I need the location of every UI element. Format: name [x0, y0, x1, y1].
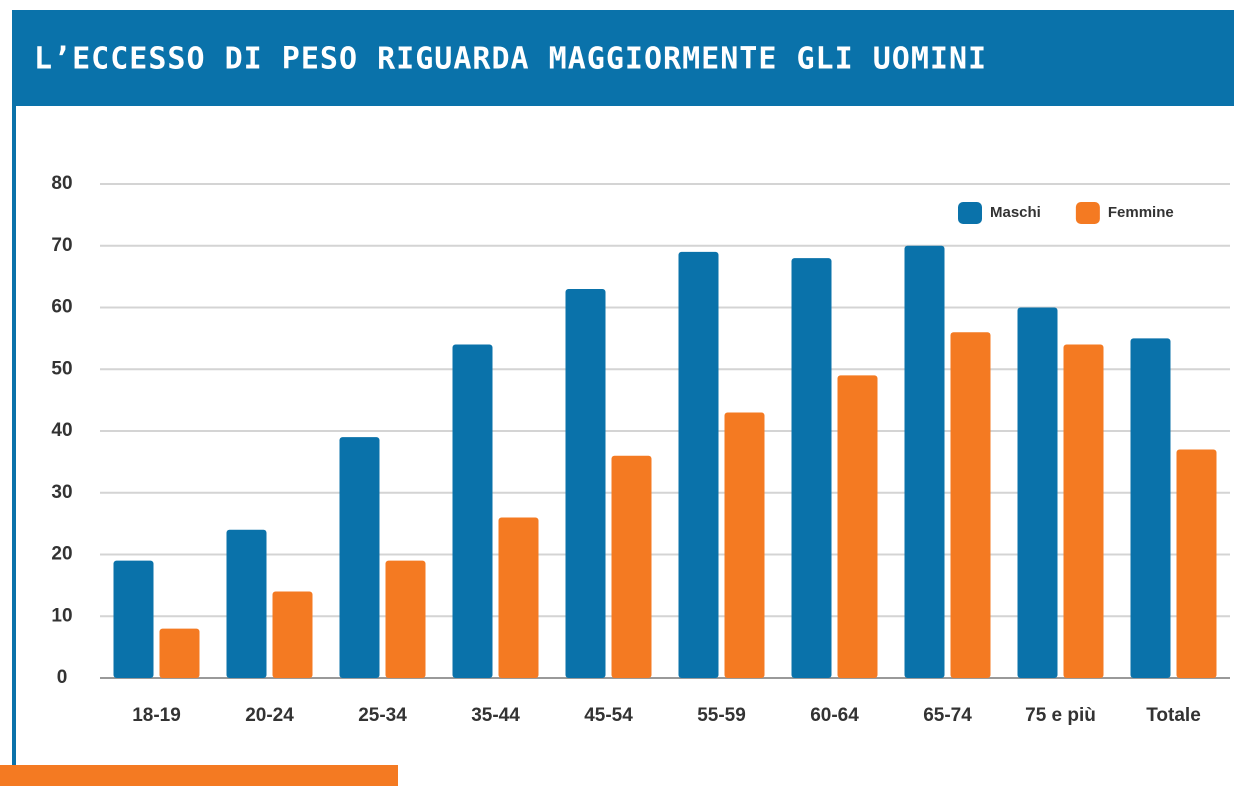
- x-tick-label: 45-54: [584, 705, 633, 726]
- y-tick-label: 20: [51, 544, 72, 565]
- y-tick-label: 10: [51, 605, 72, 626]
- bar: [339, 437, 380, 678]
- bar: [226, 529, 267, 678]
- x-tick-label: 18-19: [132, 705, 181, 726]
- y-tick-label: 30: [51, 482, 72, 503]
- title-banner: [12, 10, 1234, 106]
- y-tick-label: 50: [51, 358, 72, 379]
- legend-label: Femmine: [1108, 204, 1174, 221]
- y-tick-label: 70: [51, 235, 72, 256]
- legend-swatch: [1075, 202, 1100, 224]
- bar: [385, 560, 426, 678]
- chart-title: L’ECCESSO DI PESO RIGUARDA MAGGIORMENTE …: [34, 42, 987, 77]
- footer-strip: [0, 765, 398, 786]
- x-tick-label: 60-64: [810, 705, 859, 726]
- y-tick-label: 0: [57, 667, 68, 688]
- bar: [950, 332, 991, 678]
- bar: [498, 517, 539, 678]
- bar: [452, 344, 493, 678]
- bar: [1176, 449, 1217, 678]
- bar: [1130, 338, 1171, 678]
- bar: [1017, 307, 1058, 678]
- bar: [611, 455, 652, 678]
- legend-label: Maschi: [990, 204, 1041, 221]
- x-tick-label: 75 e più: [1025, 705, 1096, 726]
- bar: [1063, 344, 1104, 678]
- x-tick-label: 35-44: [471, 705, 520, 726]
- y-tick-label: 60: [51, 297, 72, 318]
- bar: [678, 251, 719, 679]
- bar: [837, 375, 878, 678]
- y-tick-label: 40: [51, 420, 72, 441]
- y-tick-label: 80: [51, 173, 72, 194]
- x-tick-label: 55-59: [697, 705, 746, 726]
- x-tick-label: Totale: [1146, 705, 1201, 726]
- x-tick-label: 25-34: [358, 705, 407, 726]
- legend-swatch: [958, 202, 982, 224]
- bar: [113, 560, 154, 678]
- x-tick-label: 65-74: [923, 705, 972, 726]
- left-border: [12, 10, 16, 765]
- bar: [791, 258, 832, 678]
- bar: [565, 288, 606, 678]
- bar: [272, 591, 313, 678]
- bar: [724, 412, 765, 678]
- bar: [159, 628, 200, 678]
- bar: [904, 245, 945, 678]
- x-tick-label: 20-24: [245, 705, 294, 726]
